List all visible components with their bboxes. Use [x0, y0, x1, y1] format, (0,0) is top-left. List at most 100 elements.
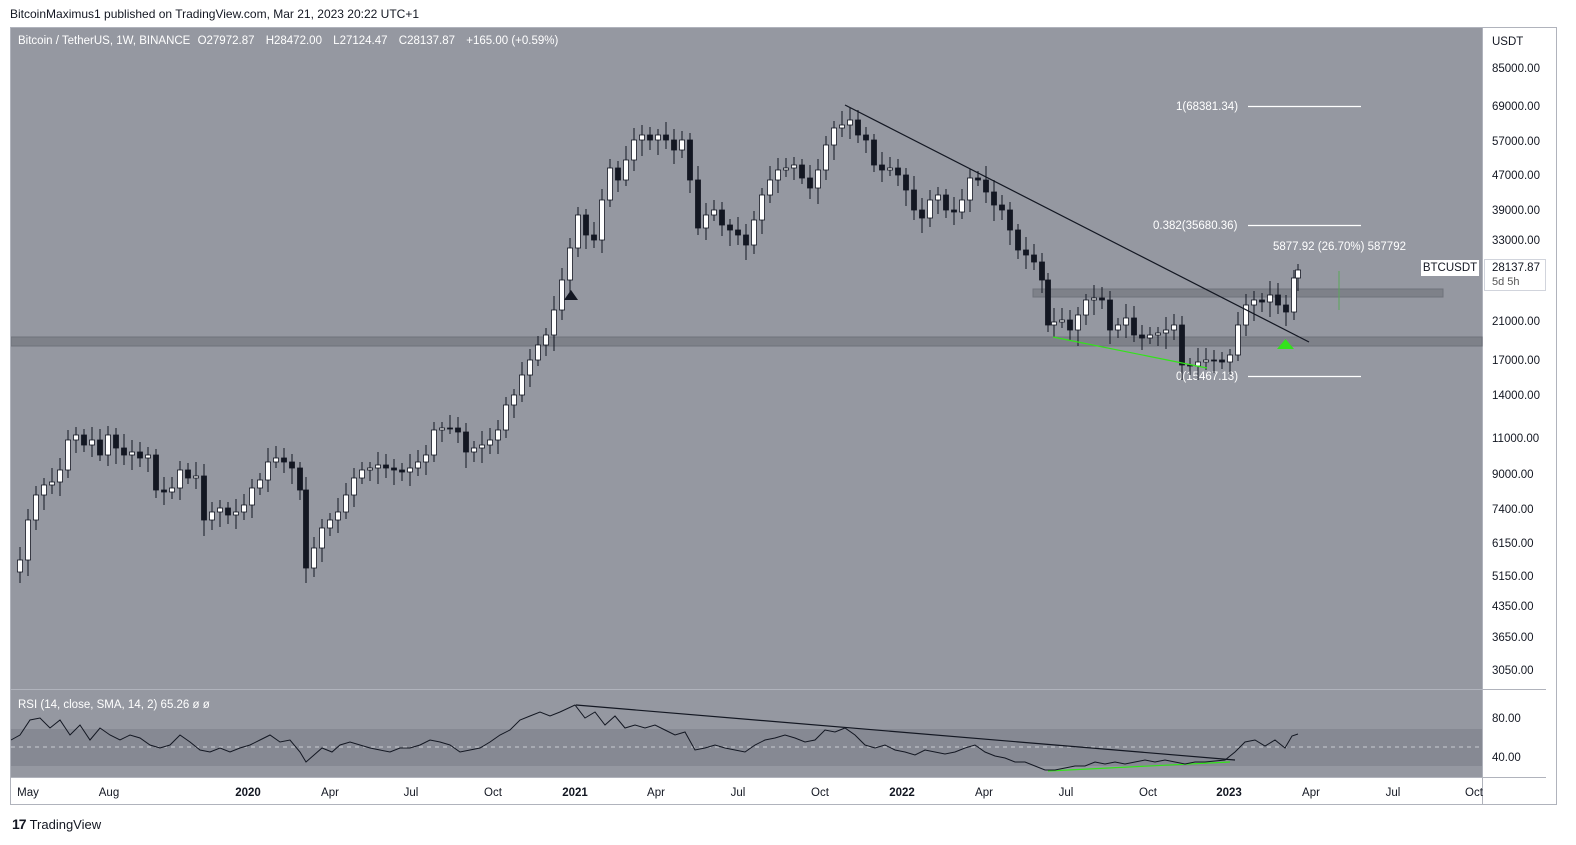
price-axis[interactable]: 85000.00 69000.00 57000.00 47000.00 39000.00… — [1492, 63, 1540, 677]
rsi-divergence-line — [1047, 761, 1231, 772]
candle-body — [687, 139, 693, 181]
candle-body — [1039, 261, 1045, 281]
candle-body — [919, 209, 925, 219]
candle-body — [855, 119, 861, 136]
time-tick: 2023 — [1216, 787, 1242, 799]
footer[interactable]: 17 TradingView — [12, 816, 101, 832]
candle-body — [303, 489, 309, 569]
candle-body — [1251, 299, 1257, 306]
open-value: 27972.87 — [206, 35, 255, 47]
candle-body — [113, 434, 119, 449]
main-pane[interactable] — [11, 28, 1482, 689]
candle-body — [351, 477, 357, 496]
candle-body — [791, 164, 797, 169]
price-tick: 7400.00 — [1492, 504, 1534, 516]
candle-body — [479, 444, 485, 449]
candle-body — [519, 374, 525, 396]
candle-body — [105, 434, 111, 456]
fib-label-0: 0(15467.13) — [1176, 371, 1238, 383]
candle-body — [257, 479, 263, 489]
currency-label: USDT — [1492, 36, 1523, 48]
symbol-tag: BTCUSDT — [1421, 260, 1479, 276]
candle-body — [463, 431, 469, 453]
candle-body — [359, 469, 365, 479]
time-tick: 2021 — [562, 787, 588, 799]
bullish-divergence-line — [1052, 336, 1208, 369]
candle-body — [455, 427, 461, 433]
candle-body — [1139, 334, 1145, 339]
candle-body — [935, 194, 941, 201]
price-tick: 4350.00 — [1492, 601, 1534, 613]
price-tick: 5150.00 — [1492, 571, 1534, 583]
candle-body — [535, 344, 541, 361]
candle-body — [137, 451, 143, 459]
open-label: O — [197, 35, 207, 47]
candle-body — [503, 404, 509, 431]
candle-body — [327, 519, 333, 529]
rsi-extra-1: ø — [192, 699, 200, 711]
candle-body — [1211, 359, 1217, 362]
last-price: 28137.87 — [1492, 262, 1540, 274]
price-tick: 85000.00 — [1492, 63, 1540, 75]
rsi-label: RSI (14, close, SMA, 14, 2) — [18, 699, 158, 711]
candle-body — [129, 451, 135, 456]
price-tick: 33000.00 — [1492, 235, 1540, 247]
resistance-zone — [1032, 288, 1444, 298]
high-label: H — [265, 35, 274, 47]
candle-body — [1243, 304, 1249, 326]
time-axis[interactable]: May Aug 2020 Apr Jul Oct 2021 Apr Jul Oct 2022 Apr J… — [17, 787, 1484, 799]
candle-body — [153, 454, 159, 491]
price-tick: 3650.00 — [1492, 632, 1534, 644]
candle-body — [799, 164, 805, 179]
candle-body — [177, 469, 183, 489]
candle-body — [1235, 324, 1241, 356]
candle-body — [97, 439, 103, 456]
candle-body — [297, 467, 303, 491]
candle-body — [647, 134, 653, 141]
candle-body — [487, 439, 493, 446]
candle-body — [1259, 299, 1265, 303]
candle-body — [943, 194, 949, 211]
candle-body — [815, 169, 821, 189]
chart-frame — [10, 27, 1557, 805]
candle-body — [1275, 294, 1281, 306]
candle-body — [983, 179, 989, 193]
candle-body — [185, 469, 191, 479]
candle-body — [145, 454, 151, 459]
candle-body — [391, 467, 397, 471]
time-tick: Jul — [404, 787, 419, 799]
candle-body — [903, 174, 909, 191]
candle-body — [591, 234, 597, 241]
candle-body — [1155, 332, 1161, 336]
price-tick: 11000.00 — [1492, 433, 1539, 445]
candle-body — [839, 124, 845, 129]
time-tick: 2020 — [235, 787, 261, 799]
time-tick: Apr — [975, 787, 993, 799]
fib-label-0382: 0.382(35680.36) — [1153, 220, 1238, 232]
rsi-value: 65.26 — [160, 699, 190, 711]
price-tick: 9000.00 — [1492, 469, 1534, 481]
publisher-line: BitcoinMaximus1 published on TradingView… — [10, 7, 420, 21]
price-tick: 3050.00 — [1492, 665, 1534, 677]
candle-body — [751, 219, 757, 246]
candle-body — [951, 209, 957, 213]
candle-body — [65, 439, 71, 471]
candle-body — [265, 461, 271, 481]
candle-body — [25, 519, 31, 561]
candle-body — [575, 214, 581, 249]
time-tick: May — [17, 787, 39, 799]
candle-body — [1123, 317, 1129, 326]
candle-body — [879, 164, 885, 171]
candle-body — [311, 547, 317, 569]
candle-body — [1099, 297, 1105, 301]
price-tick: 21000.00 — [1492, 316, 1540, 328]
candle-body — [1023, 249, 1029, 256]
candle-body — [695, 179, 701, 229]
candle-body — [863, 134, 869, 141]
time-tick: Jul — [731, 787, 746, 799]
candle-body — [607, 167, 613, 201]
candle-body — [1091, 297, 1097, 301]
candle-body — [671, 139, 677, 151]
candle-body — [871, 139, 877, 166]
